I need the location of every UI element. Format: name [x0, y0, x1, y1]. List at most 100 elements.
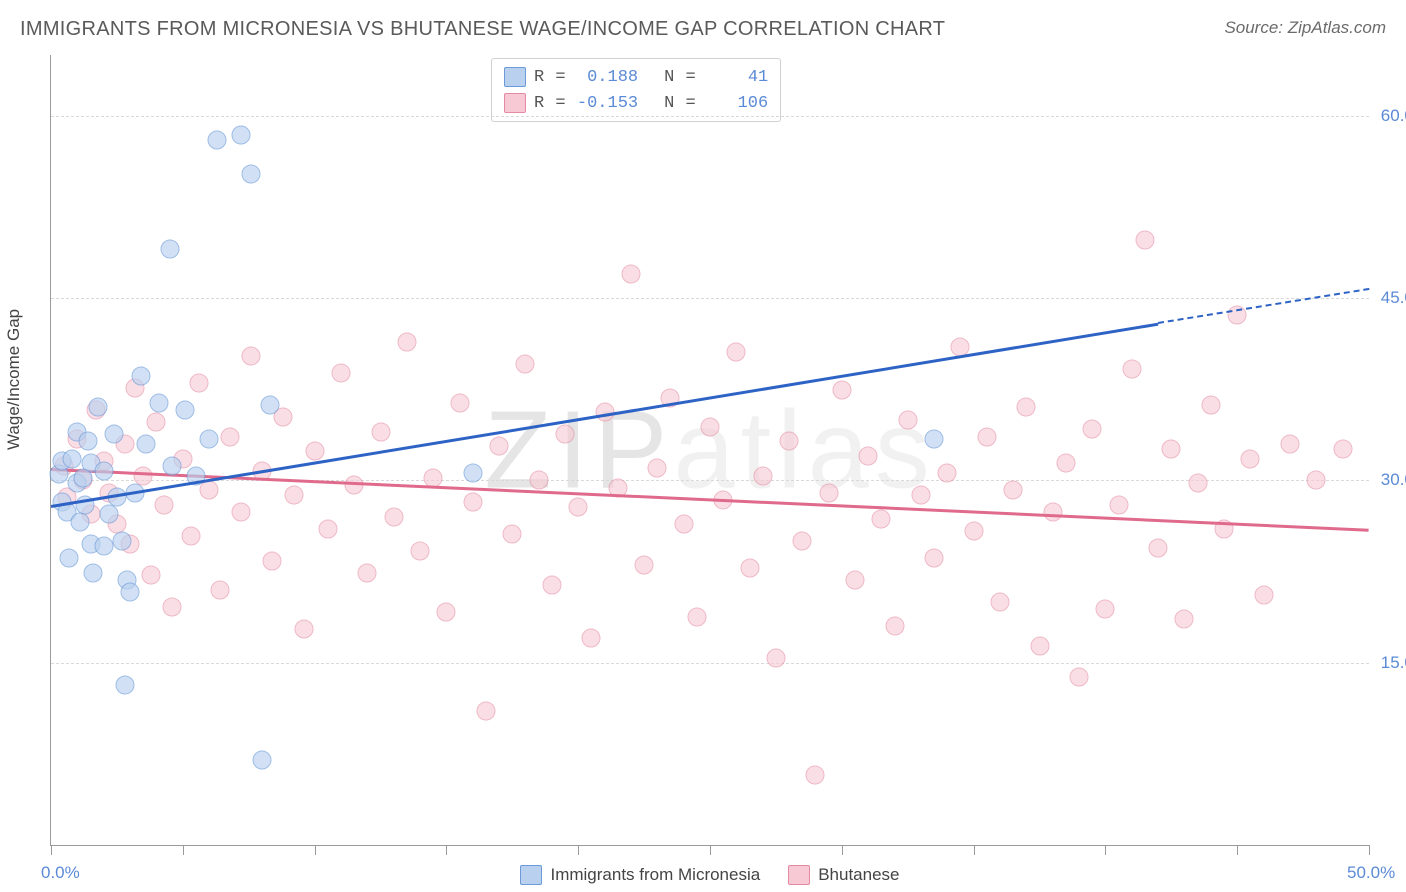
x-tick [842, 845, 843, 855]
scatter-point [1201, 396, 1220, 415]
scatter-point [925, 430, 944, 449]
scatter-point [1017, 398, 1036, 417]
scatter-point [131, 366, 150, 385]
scatter-point [73, 468, 92, 487]
corr-row-micronesia: R = 0.188 N = 41 [504, 64, 768, 90]
scatter-point [990, 592, 1009, 611]
scatter-point [898, 410, 917, 429]
scatter-point [121, 583, 140, 602]
scatter-point [463, 464, 482, 483]
scatter-point [806, 765, 825, 784]
scatter-point [384, 507, 403, 526]
scatter-point [345, 476, 364, 495]
scatter-point [582, 629, 601, 648]
swatch-micronesia [504, 67, 526, 87]
gridline [51, 480, 1369, 481]
scatter-point [136, 434, 155, 453]
scatter-point [793, 532, 812, 551]
scatter-point [78, 432, 97, 451]
y-tick-label: 60.0% [1381, 106, 1406, 126]
scatter-point [503, 524, 522, 543]
x-tick [578, 845, 579, 855]
scatter-point [1307, 471, 1326, 490]
scatter-point [964, 522, 983, 541]
scatter-point [819, 483, 838, 502]
scatter-point [163, 597, 182, 616]
scatter-point [872, 510, 891, 529]
scatter-point [63, 449, 82, 468]
x-tick [315, 845, 316, 855]
scatter-point [885, 617, 904, 636]
scatter-point [1030, 636, 1049, 655]
scatter-point [911, 485, 930, 504]
scatter-point [1109, 495, 1128, 514]
scatter-point [740, 558, 759, 577]
legend-item-bhutanese: Bhutanese [788, 865, 899, 885]
x-tick [1105, 845, 1106, 855]
scatter-point [210, 580, 229, 599]
y-tick-label: 45.0% [1381, 288, 1406, 308]
x-tick-label: 0.0% [41, 863, 80, 883]
scatter-point [295, 619, 314, 638]
bottom-legend: Immigrants from Micronesia Bhutanese [51, 865, 1369, 885]
scatter-point [142, 566, 161, 585]
scatter-point [1241, 449, 1260, 468]
scatter-point [832, 381, 851, 400]
scatter-point [1083, 420, 1102, 439]
scatter-point [1056, 454, 1075, 473]
scatter-point [115, 675, 134, 694]
scatter-point [160, 240, 179, 259]
scatter-point [181, 527, 200, 546]
scatter-point [113, 532, 132, 551]
scatter-point [89, 398, 108, 417]
scatter-point [1070, 668, 1089, 687]
scatter-point [94, 461, 113, 480]
plot-area: ZIPatlas R = 0.188 N = 41 R = -0.153 N =… [50, 55, 1369, 846]
scatter-point [208, 131, 227, 150]
y-tick-label: 15.0% [1381, 653, 1406, 673]
scatter-point [371, 422, 390, 441]
x-tick [1237, 845, 1238, 855]
scatter-point [476, 702, 495, 721]
scatter-point [1122, 359, 1141, 378]
legend-swatch-micronesia [520, 865, 542, 885]
scatter-point [1162, 439, 1181, 458]
scatter-point [437, 602, 456, 621]
scatter-point [925, 549, 944, 568]
scatter-point [231, 502, 250, 521]
scatter-point [94, 537, 113, 556]
scatter-point [859, 447, 878, 466]
scatter-point [1004, 481, 1023, 500]
corr-row-bhutanese: R = -0.153 N = 106 [504, 90, 768, 116]
chart-container: IMMIGRANTS FROM MICRONESIA VS BHUTANESE … [0, 0, 1406, 892]
trend-line-dash [1158, 288, 1369, 324]
scatter-point [753, 466, 772, 485]
scatter-point [200, 481, 219, 500]
scatter-point [150, 393, 169, 412]
x-tick [51, 845, 52, 855]
scatter-point [766, 648, 785, 667]
scatter-point [189, 374, 208, 393]
correlation-box: R = 0.188 N = 41 R = -0.153 N = 106 [491, 58, 781, 122]
scatter-point [284, 485, 303, 504]
legend-label: Bhutanese [818, 865, 899, 885]
scatter-point [1254, 585, 1273, 604]
x-tick [710, 845, 711, 855]
scatter-point [463, 493, 482, 512]
scatter-point [1280, 434, 1299, 453]
scatter-point [687, 607, 706, 626]
scatter-point [542, 575, 561, 594]
legend-swatch-bhutanese [788, 865, 810, 885]
x-tick [183, 845, 184, 855]
scatter-point [147, 413, 166, 432]
legend-item-micronesia: Immigrants from Micronesia [520, 865, 760, 885]
chart-title: IMMIGRANTS FROM MICRONESIA VS BHUTANESE … [20, 18, 945, 41]
trend-line [51, 468, 1369, 531]
scatter-point [155, 495, 174, 514]
scatter-point [105, 425, 124, 444]
scatter-point [450, 393, 469, 412]
scatter-point [490, 437, 509, 456]
y-axis-label: Wage/Income Gap [4, 309, 24, 450]
scatter-point [780, 432, 799, 451]
scatter-point [845, 571, 864, 590]
